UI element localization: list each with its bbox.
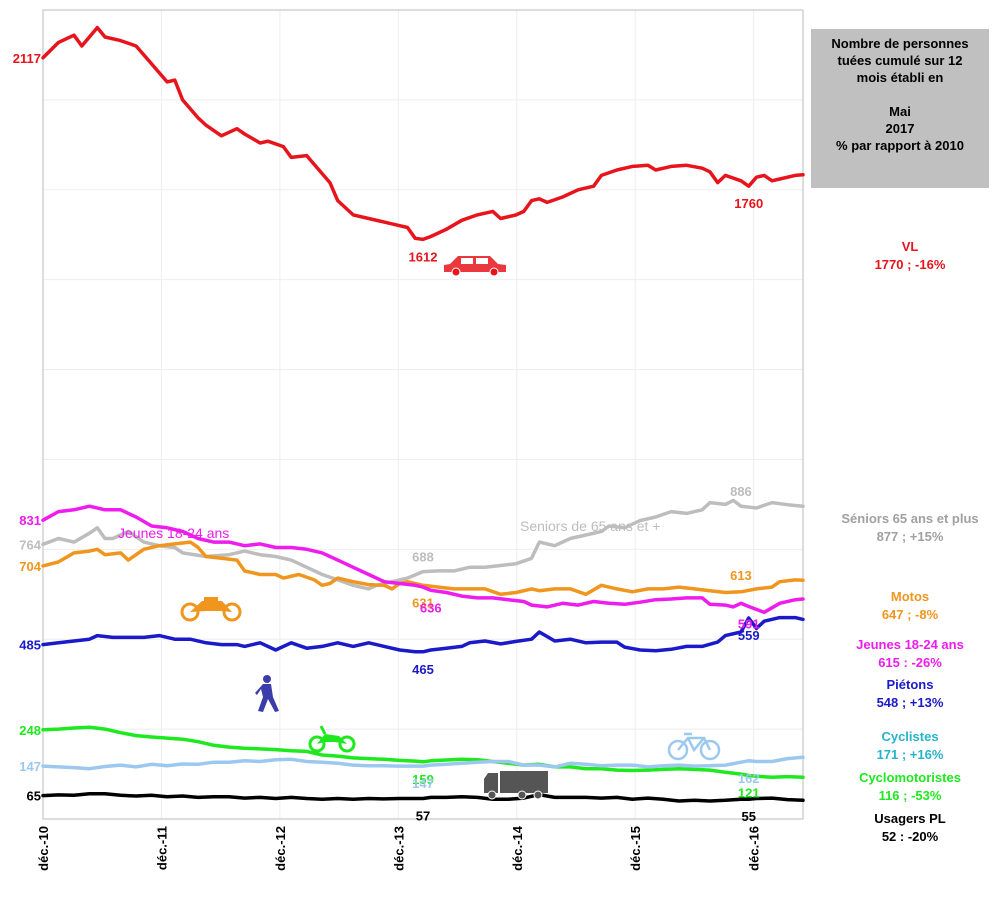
pedestrian-icon xyxy=(255,675,279,712)
info-month: Mai xyxy=(889,104,911,119)
legend-name: Motos xyxy=(890,589,930,604)
value-label-motos: 613 xyxy=(730,568,752,583)
legend-value: 116 ; -53% xyxy=(878,788,942,803)
car-icon xyxy=(444,256,506,277)
legend-value: 52 : -20% xyxy=(881,829,939,844)
plot-border xyxy=(42,9,804,820)
legend-value: 877 ; +15% xyxy=(876,529,944,544)
bicycle-icon xyxy=(667,732,721,761)
info-line: Nombre de personnes xyxy=(831,36,969,51)
legend-entry-seniors: Séniors 65 ans et plus 877 ; +15% xyxy=(820,510,1000,546)
x-tick-label: déc.-13 xyxy=(391,826,406,871)
value-label-seniors: 764 xyxy=(19,537,41,552)
value-label-cyclistes: 147 xyxy=(412,776,434,791)
legend-value: 548 ; +13% xyxy=(876,695,944,710)
value-label-seniors: 688 xyxy=(412,550,434,565)
info-note: % par rapport à 2010 xyxy=(836,138,964,153)
legend-value: 171 ; +16% xyxy=(876,747,944,762)
x-tick-label: déc.-10 xyxy=(36,826,51,871)
series-name-seniors: Seniors de 65 ans et + xyxy=(520,518,661,534)
grid xyxy=(42,10,803,819)
series-lines xyxy=(41,25,805,803)
x-tick-label: déc.-16 xyxy=(747,826,762,871)
value-label-cyclomot: 248 xyxy=(19,723,41,738)
series-line-cyclistes xyxy=(41,755,805,771)
legend-name: Piétons xyxy=(886,677,934,692)
legend-name: Cyclomotoristes xyxy=(859,770,961,785)
legend-entry-pl: Usagers PL 52 : -20% xyxy=(820,810,1000,846)
info-line: tuées cumulé sur 12 xyxy=(837,53,963,68)
series-line-vl xyxy=(41,25,805,242)
legend-value: 1770 ; -16% xyxy=(874,257,946,272)
info-box: Nombre de personnes tuées cumulé sur 12 … xyxy=(811,29,989,188)
value-label-pl: 65 xyxy=(27,789,41,804)
legend-name: Cyclistes xyxy=(881,729,939,744)
data-labels: 2117 1612 1760 764 688 886 Seniors de 65 ans e… xyxy=(13,51,763,824)
value-label-jeunes: 591 xyxy=(738,617,760,632)
value-label-vl: 1612 xyxy=(409,249,438,264)
value-label-motos: 704 xyxy=(19,559,41,574)
legend-entry-cyclistes: Cyclistes 171 ; +16% xyxy=(820,728,1000,764)
value-label-cyclomot: 121 xyxy=(738,785,760,800)
value-label-pietons: 465 xyxy=(412,662,434,677)
legend-entry-jeunes: Jeunes 18-24 ans 615 : -26% xyxy=(820,636,1000,672)
legend-value: 647 ; -8% xyxy=(881,607,939,622)
series-line-cyclomot xyxy=(41,725,805,780)
x-tick-label: déc.-11 xyxy=(154,826,169,870)
value-label-cyclistes: 162 xyxy=(738,771,760,786)
info-line: mois établi en xyxy=(856,70,944,85)
value-label-cyclomot: 159 xyxy=(412,772,434,787)
legend-name: Jeunes 18-24 ans xyxy=(856,637,964,652)
legend-entry-cyclomot: Cyclomotoristes 116 ; -53% xyxy=(820,769,1000,805)
value-label-pietons: 559 xyxy=(738,628,760,643)
value-label-vl: 1760 xyxy=(734,196,763,211)
series-line-motos xyxy=(41,540,805,597)
legend-name: VL xyxy=(901,239,919,254)
value-label-motos: 631 xyxy=(412,595,434,610)
value-label-pl: 55 xyxy=(741,809,755,824)
truck-icon xyxy=(484,771,548,800)
value-label-jeunes: 636 xyxy=(420,600,442,615)
value-label-pietons: 485 xyxy=(19,638,41,653)
series-line-pl xyxy=(41,792,805,803)
x-tick-label: déc.-15 xyxy=(628,826,643,871)
moped-icon xyxy=(308,725,356,753)
plot-frame xyxy=(42,9,804,820)
legend-name: Séniors 65 ans et plus xyxy=(841,511,979,526)
value-label-jeunes: 831 xyxy=(19,513,41,528)
legend-entry-pietons: Piétons 548 ; +13% xyxy=(820,676,1000,712)
series-line-jeunes xyxy=(41,504,805,615)
value-label-cyclistes: 147 xyxy=(19,759,41,774)
value-label-pl: 57 xyxy=(416,809,430,824)
legend-value: 615 : -26% xyxy=(878,655,942,670)
legend-entry-motos: Motos 647 ; -8% xyxy=(820,588,1000,624)
series-name-jeunes: Jeunes 18-24 ans xyxy=(118,525,229,541)
x-tick-label: déc.-12 xyxy=(273,826,288,871)
value-label-seniors: 886 xyxy=(730,484,752,499)
series-line-pietons xyxy=(41,615,805,654)
motorcycle-icon xyxy=(180,597,242,622)
legend-entry-vl: VL 1770 ; -16% xyxy=(820,238,1000,274)
x-tick-label: déc.-14 xyxy=(510,825,525,871)
value-label-vl: 2117 xyxy=(13,51,41,66)
info-year: 2017 xyxy=(885,121,915,136)
legend-name: Usagers PL xyxy=(874,811,946,826)
x-tick-labels: déc.-10 déc.-11 déc.-12 déc.-13 déc.-14 déc.-… xyxy=(36,825,762,871)
